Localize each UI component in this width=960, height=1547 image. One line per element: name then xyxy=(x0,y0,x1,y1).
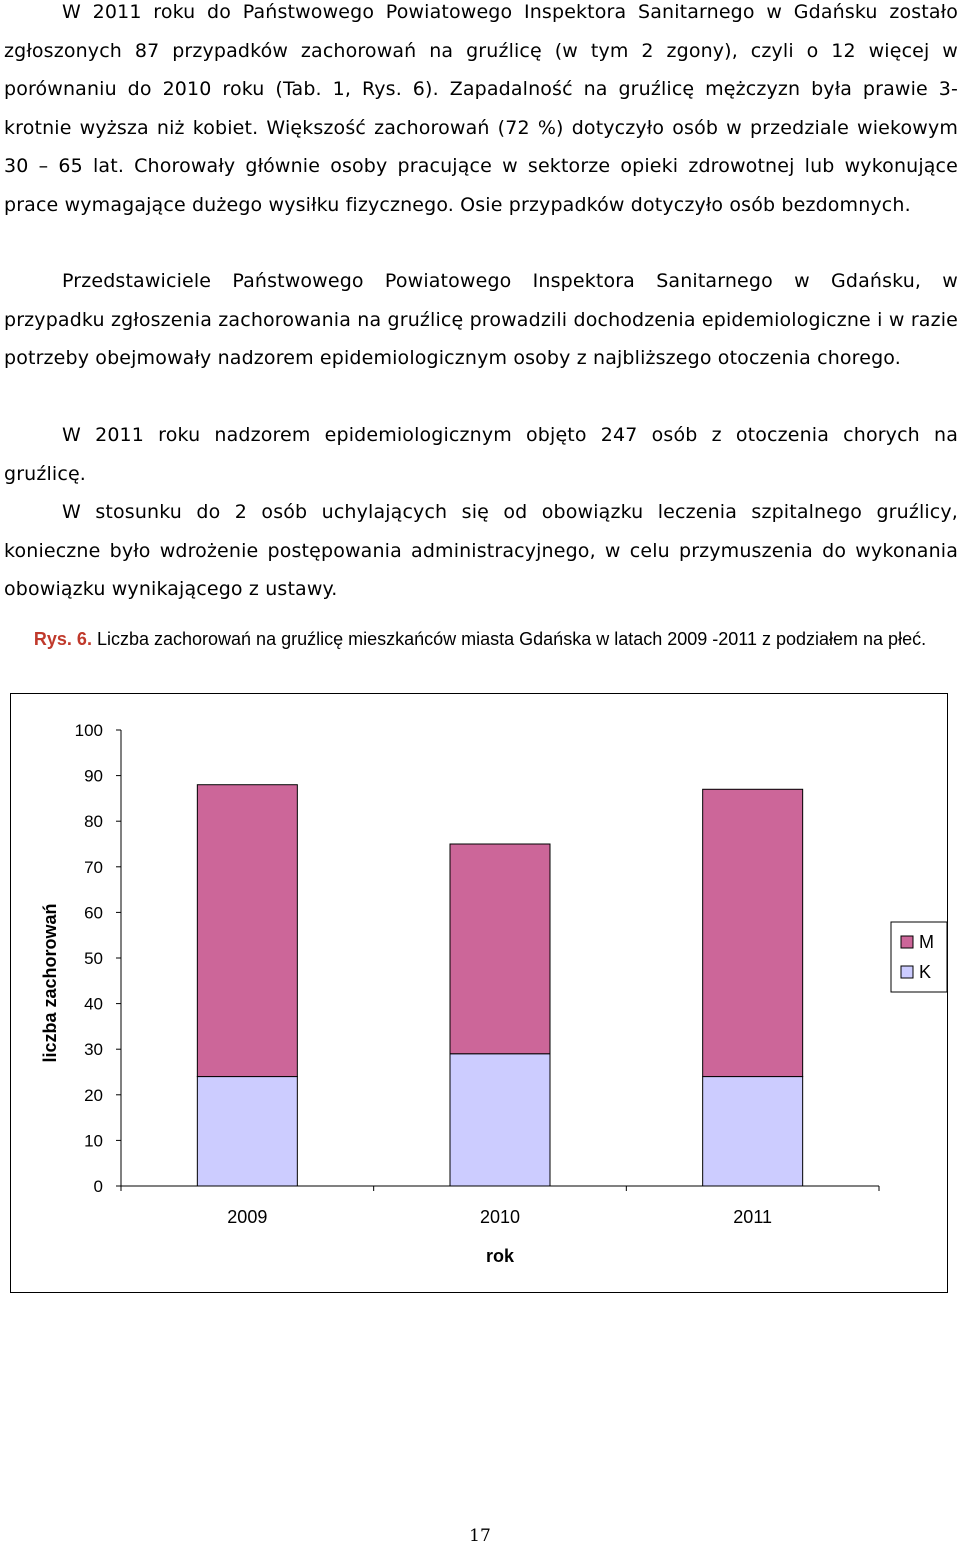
figure-caption-label: Rys. 6. xyxy=(33,629,92,649)
paragraph-4: W stosunku do 2 osób uchylających się od… xyxy=(4,501,958,601)
x-tick-label: 2009 xyxy=(227,1207,267,1227)
legend-label-m: M xyxy=(919,932,934,952)
y-tick-label: 50 xyxy=(84,949,103,968)
y-tick-label: 100 xyxy=(75,721,103,740)
page-number: 17 xyxy=(469,1526,491,1546)
x-axis-label: rok xyxy=(486,1246,515,1266)
chart-frame: 0 10 20 30 40 50 60 70 80 90 100 2009 2010 2011 rok lic… xyxy=(10,693,948,1293)
y-tick-label: 20 xyxy=(84,1086,103,1105)
y-axis-label: liczba zachorowań xyxy=(40,903,60,1062)
legend-swatch-k xyxy=(900,965,914,979)
paragraph-3: W 2011 roku nadzorem epidemiologicznym o… xyxy=(4,424,958,485)
y-tick-label: 40 xyxy=(84,995,103,1014)
paragraph-1: W 2011 roku do Państwowego Powiatowego I… xyxy=(4,1,958,216)
legend-box xyxy=(890,921,947,993)
y-tick-label: 0 xyxy=(94,1177,103,1196)
y-tick-label: 80 xyxy=(84,812,103,831)
y-tick-label: 30 xyxy=(84,1040,103,1059)
paragraph-2: Przedstawiciele Państwowego Powiatowego … xyxy=(4,270,958,370)
stacked-bar-chart: 0 10 20 30 40 50 60 70 80 90 100 2009 2010 2011 rok lic… xyxy=(40,721,947,1266)
y-tick-label: 70 xyxy=(84,858,103,877)
bar-segment-m-2009 xyxy=(196,784,298,1078)
legend-swatch-m xyxy=(900,935,914,949)
y-tick-label: 90 xyxy=(84,767,103,786)
bar-segment-m-2010 xyxy=(449,843,551,1055)
y-tick-label: 10 xyxy=(84,1131,103,1150)
figure-caption-text: Liczba zachorowań na gruźlicę mieszkańcó… xyxy=(96,629,927,649)
bar-segment-k-2010 xyxy=(449,1053,551,1187)
bar-segment-m-2011 xyxy=(702,788,804,1078)
bar-segment-k-2009 xyxy=(196,1076,298,1187)
y-tick-label: 60 xyxy=(84,903,103,922)
x-tick-label: 2010 xyxy=(480,1207,520,1227)
bar-segment-k-2011 xyxy=(702,1076,804,1187)
legend-label-k: K xyxy=(919,962,931,982)
figure-caption: Rys. 6. Liczba zachorowań na gruźlicę mi… xyxy=(30,628,930,650)
x-tick-label: 2011 xyxy=(733,1207,772,1227)
